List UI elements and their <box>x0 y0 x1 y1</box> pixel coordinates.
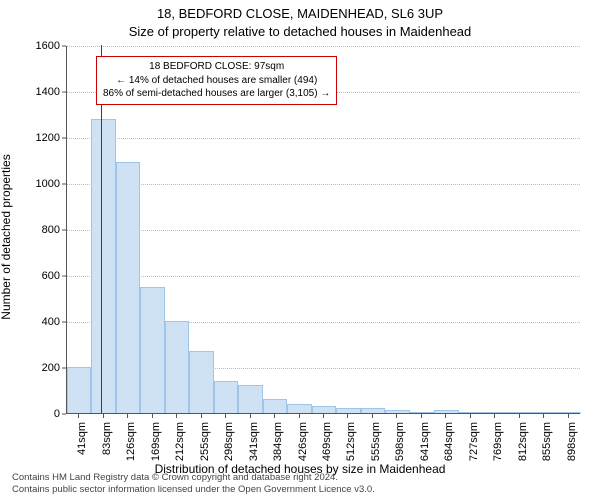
y-tick-label: 1400 <box>10 86 60 98</box>
x-tick-mark <box>347 414 348 418</box>
y-tick-label: 600 <box>10 270 60 282</box>
attribution-line1: Contains HM Land Registry data © Crown c… <box>12 472 375 484</box>
annotation-box: 18 BEDFORD CLOSE: 97sqm← 14% of detached… <box>96 56 337 105</box>
chart-container: 18, BEDFORD CLOSE, MAIDENHEAD, SL6 3UP S… <box>0 0 600 500</box>
y-tick-mark <box>62 276 66 277</box>
x-tick-mark <box>152 414 153 418</box>
attribution-text: Contains HM Land Registry data © Crown c… <box>12 472 375 496</box>
y-tick-label: 1200 <box>10 132 60 144</box>
x-tick-mark <box>127 414 128 418</box>
y-tick-label: 400 <box>10 316 60 328</box>
y-tick-mark <box>62 414 66 415</box>
y-tick-label: 200 <box>10 362 60 374</box>
x-tick-label: 384sqm <box>272 422 284 461</box>
histogram-bar <box>459 412 483 413</box>
y-tick-label: 0 <box>10 408 60 420</box>
y-tick-mark <box>62 322 66 323</box>
x-tick-mark <box>299 414 300 418</box>
x-tick-label: 898sqm <box>566 422 578 461</box>
histogram-bar <box>165 321 189 413</box>
attribution-line2: Contains public sector information licen… <box>12 484 375 496</box>
x-tick-mark <box>519 414 520 418</box>
histogram-bar <box>91 119 115 413</box>
x-tick-label: 727sqm <box>468 422 480 461</box>
histogram-bar <box>263 399 287 413</box>
gridline <box>67 138 580 139</box>
x-tick-label: 855sqm <box>541 422 553 461</box>
annotation-line: ← 14% of detached houses are smaller (49… <box>103 74 330 88</box>
x-tick-mark <box>225 414 226 418</box>
chart-title-line2: Size of property relative to detached ho… <box>0 24 600 39</box>
x-tick-mark <box>396 414 397 418</box>
histogram-bar <box>361 408 385 413</box>
histogram-bar <box>189 351 213 413</box>
x-tick-mark <box>568 414 569 418</box>
x-tick-mark <box>372 414 373 418</box>
chart-title-line1: 18, BEDFORD CLOSE, MAIDENHEAD, SL6 3UP <box>0 6 600 21</box>
histogram-bar <box>336 408 360 413</box>
x-tick-label: 769sqm <box>492 422 504 461</box>
y-tick-label: 1600 <box>10 40 60 52</box>
y-tick-mark <box>62 92 66 93</box>
gridline <box>67 46 580 47</box>
x-tick-label: 598sqm <box>394 422 406 461</box>
x-tick-label: 298sqm <box>223 422 235 461</box>
histogram-bar <box>214 381 238 413</box>
histogram-bar <box>67 367 91 413</box>
histogram-bar <box>434 410 458 413</box>
histogram-bar <box>557 412 581 413</box>
histogram-bar <box>410 412 434 413</box>
histogram-bar <box>312 406 336 413</box>
histogram-bar <box>483 412 507 413</box>
x-tick-label: 212sqm <box>174 422 186 461</box>
x-tick-label: 83sqm <box>101 422 113 455</box>
histogram-bar <box>140 287 164 414</box>
x-tick-label: 641sqm <box>419 422 431 461</box>
y-tick-label: 1000 <box>10 178 60 190</box>
x-tick-label: 469sqm <box>321 422 333 461</box>
x-tick-label: 41sqm <box>76 422 88 455</box>
x-tick-mark <box>445 414 446 418</box>
x-tick-label: 555sqm <box>370 422 382 461</box>
x-tick-mark <box>543 414 544 418</box>
x-tick-label: 341sqm <box>248 422 260 461</box>
x-tick-mark <box>421 414 422 418</box>
x-tick-mark <box>78 414 79 418</box>
x-tick-label: 126sqm <box>125 422 137 461</box>
histogram-bar <box>238 385 262 413</box>
x-tick-label: 684sqm <box>443 422 455 461</box>
histogram-bar <box>532 412 556 413</box>
x-tick-label: 426sqm <box>297 422 309 461</box>
x-tick-label: 512sqm <box>345 422 357 461</box>
histogram-bar <box>508 412 532 413</box>
x-tick-mark <box>250 414 251 418</box>
annotation-line: 86% of semi-detached houses are larger (… <box>103 87 330 101</box>
x-tick-label: 812sqm <box>517 422 529 461</box>
annotation-line: 18 BEDFORD CLOSE: 97sqm <box>103 60 330 74</box>
y-tick-mark <box>62 230 66 231</box>
y-tick-mark <box>62 138 66 139</box>
y-tick-mark <box>62 184 66 185</box>
gridline <box>67 276 580 277</box>
gridline <box>67 184 580 185</box>
x-tick-mark <box>201 414 202 418</box>
x-tick-mark <box>103 414 104 418</box>
y-tick-label: 800 <box>10 224 60 236</box>
x-tick-mark <box>274 414 275 418</box>
x-tick-label: 169sqm <box>150 422 162 461</box>
x-tick-mark <box>323 414 324 418</box>
histogram-bar <box>287 404 311 413</box>
histogram-bar <box>116 162 140 413</box>
histogram-bar <box>385 410 409 413</box>
x-tick-mark <box>470 414 471 418</box>
y-tick-mark <box>62 368 66 369</box>
y-tick-mark <box>62 46 66 47</box>
gridline <box>67 230 580 231</box>
x-tick-mark <box>176 414 177 418</box>
x-tick-mark <box>494 414 495 418</box>
x-tick-label: 255sqm <box>199 422 211 461</box>
